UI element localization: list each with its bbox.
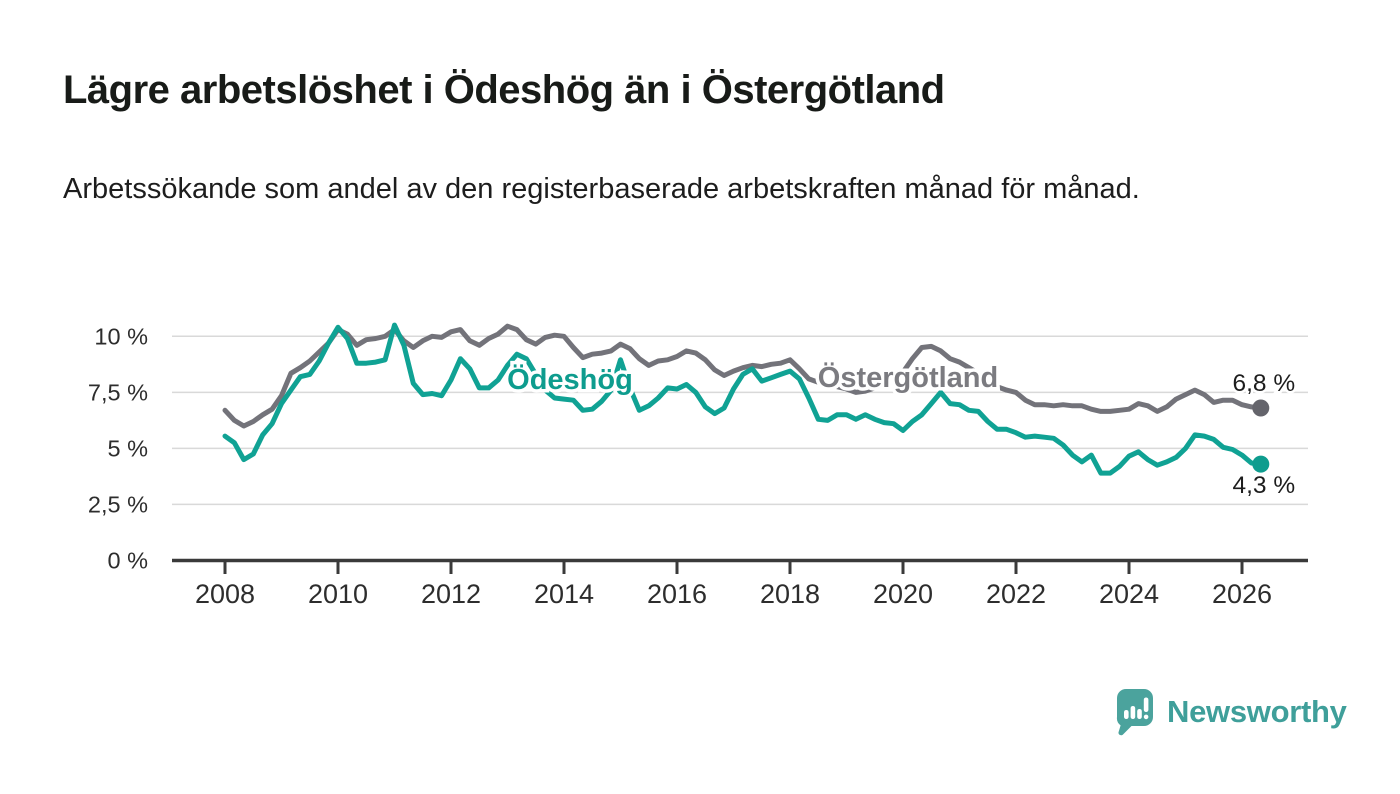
newsworthy-logo-icon [1116, 688, 1153, 735]
logo-bar-2 [1130, 705, 1136, 719]
y-tick-label: 5 % [108, 435, 149, 461]
x-tick-label: 2012 [421, 579, 481, 609]
x-tick-label: 2020 [873, 579, 933, 609]
x-tick-label: 2024 [1099, 579, 1159, 609]
series-line-odeshog [222, 322, 1264, 476]
chart-title: Lägre arbetslöshet i Ödeshög än i Österg… [63, 68, 945, 112]
newsworthy-logo: Newsworthy [1116, 686, 1347, 738]
logo-bar-3 [1137, 708, 1142, 719]
x-tick-label: 2008 [195, 579, 255, 609]
series-end-dot-odeshog [1252, 455, 1270, 473]
x-tick-label: 2014 [534, 579, 594, 609]
y-tick-label: 7,5 % [88, 379, 148, 405]
logo-exclamation-bar [1143, 697, 1149, 712]
end-value-label-odeshog: 4,3 % [1232, 472, 1295, 499]
series-label-odeshog: Ödeshög [507, 363, 633, 396]
end-value-label-ostergotland: 6,8 % [1232, 370, 1295, 397]
y-tick-label: 2,5 % [88, 492, 148, 518]
y-tick-label: 0 % [108, 548, 149, 574]
chart-subtitle: Arbetssökande som andel av den registerb… [63, 173, 1140, 205]
logo-bar-1 [1124, 709, 1129, 719]
series-label-ostergotland: Östergötland [818, 361, 998, 394]
newsworthy-logo-text: Newsworthy [1167, 694, 1347, 729]
x-tick-label: 2010 [308, 579, 368, 609]
x-tick-label: 2018 [760, 579, 820, 609]
logo-exclamation-dot [1143, 714, 1149, 719]
x-tick-label: 2026 [1212, 579, 1272, 609]
x-tick-label: 2022 [986, 579, 1046, 609]
series-end-dot-ostergotland [1252, 399, 1270, 417]
x-tick-label: 2016 [647, 579, 707, 609]
y-tick-label: 10 % [94, 323, 148, 349]
